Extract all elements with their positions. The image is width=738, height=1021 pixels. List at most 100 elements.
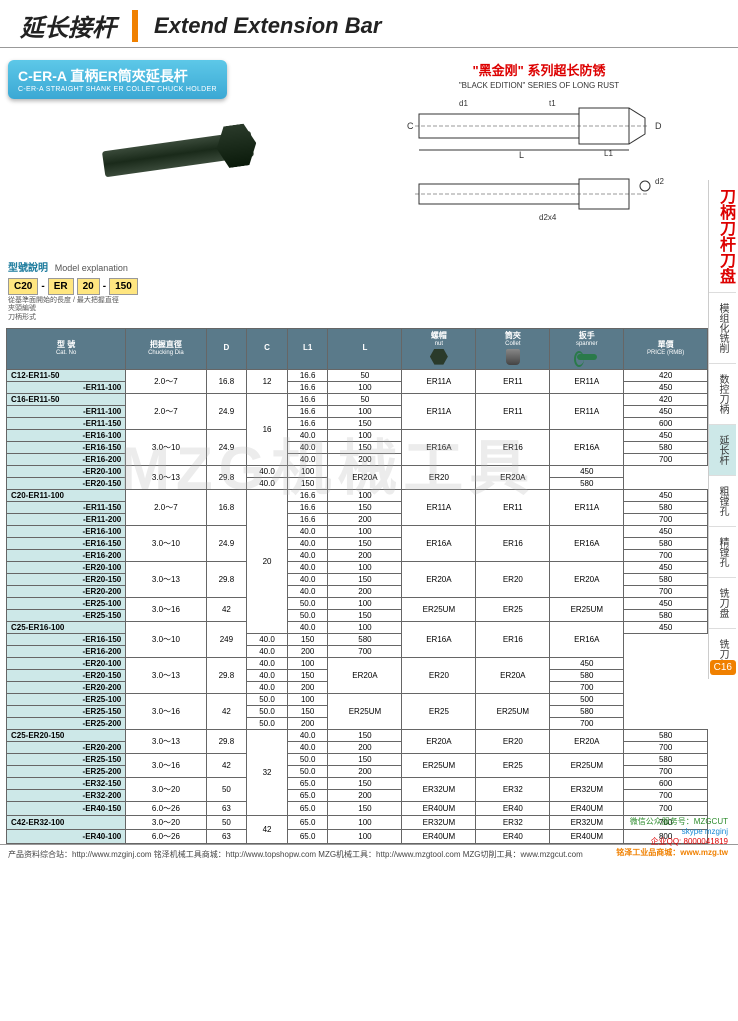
wechat-line: 微信公众服务号：MZGCUT bbox=[616, 816, 728, 827]
cell-cat: -ER11-200 bbox=[7, 513, 126, 525]
cell-collet: ER11 bbox=[476, 393, 550, 429]
table-row: C25-ER20-1503.0～1329.83240.0150ER20AER20… bbox=[7, 729, 708, 741]
cell-l: 200 bbox=[328, 789, 402, 801]
cell-l: 150 bbox=[328, 801, 402, 815]
cell-l1: 16.6 bbox=[287, 513, 328, 525]
product-image bbox=[83, 111, 263, 251]
cell-l1: 50.0 bbox=[287, 597, 328, 609]
cell-chuck: 6.0～26 bbox=[126, 829, 206, 843]
cell-l: 150 bbox=[328, 729, 402, 741]
cell-spanner: ER16A bbox=[550, 429, 624, 465]
cell-cat: -ER20-100 bbox=[7, 561, 126, 573]
cell-l1: 40.0 bbox=[247, 657, 288, 669]
cell-spanner: ER20A bbox=[550, 729, 624, 753]
cell-spanner: ER40UM bbox=[550, 829, 624, 843]
cell-cat: -ER25-200 bbox=[7, 717, 126, 729]
cell-d: 249 bbox=[206, 621, 247, 657]
cell-collet: ER25 bbox=[476, 753, 550, 777]
cell-l: 100 bbox=[328, 381, 402, 393]
cell-l1: 40.0 bbox=[247, 681, 288, 693]
cell-price: 580 bbox=[624, 753, 708, 765]
cell-cat: -ER16-150 bbox=[7, 441, 126, 453]
sidebar-item[interactable]: 精镗孔 bbox=[709, 526, 736, 577]
cell-l: 100 bbox=[287, 465, 328, 477]
page-header: 延长接杆 Extend Extension Bar bbox=[0, 0, 738, 48]
table-row: -ER20-1003.0～1329.840.0100ER20AER20ER20A… bbox=[7, 465, 708, 477]
sidebar-item[interactable]: 铣刀盘 bbox=[709, 577, 736, 628]
cell-collet: ER32 bbox=[476, 777, 550, 801]
sidebar-item[interactable]: 数控刀柄 bbox=[709, 363, 736, 424]
cell-cat: -ER25-150 bbox=[7, 609, 126, 621]
cell-l: 100 bbox=[328, 621, 402, 633]
cell-l1: 50.0 bbox=[287, 753, 328, 765]
model-exp-label-cn: 型號說明 bbox=[8, 263, 48, 274]
cell-cat: -ER11-100 bbox=[7, 405, 126, 417]
series-en: "BLACK EDITION" SERIES OF LONG RUST bbox=[348, 81, 730, 90]
cell-spanner: ER40UM bbox=[550, 801, 624, 815]
cell-l1: 40.0 bbox=[287, 585, 328, 597]
cell-d: 24.9 bbox=[206, 525, 247, 561]
sidebar-item[interactable]: 粗镗孔 bbox=[709, 475, 736, 526]
col-header: 扳手spanner bbox=[550, 329, 624, 369]
spec-table-wrap: 型 號Cat. No把握直徑Chucking DiaDCL1L螺帽nut筒夾Co… bbox=[0, 328, 738, 843]
cell-nut: ER11A bbox=[402, 369, 476, 393]
svg-text:d1: d1 bbox=[459, 99, 468, 108]
cell-l1: 40.0 bbox=[287, 561, 328, 573]
cell-price: 600 bbox=[624, 417, 708, 429]
table-row: -ER25-1003.0～164250.0100ER25UMER25ER25UM… bbox=[7, 693, 708, 705]
cell-l1: 40.0 bbox=[287, 621, 328, 633]
cell-collet: ER16 bbox=[476, 621, 550, 657]
cell-nut: ER32UM bbox=[402, 777, 476, 801]
cell-spanner: ER11A bbox=[550, 393, 624, 429]
sidebar-item[interactable]: 模组化铣削 bbox=[709, 292, 736, 363]
cell-spanner: ER20A bbox=[476, 657, 550, 693]
tool-body-graphic bbox=[102, 131, 254, 178]
cell-collet: ER25 bbox=[402, 693, 476, 729]
table-row: C42-ER32-1003.0～20504265.0100ER32UMER32E… bbox=[7, 815, 708, 829]
col-header: D bbox=[206, 329, 247, 369]
cell-cat: -ER32-150 bbox=[7, 777, 126, 789]
cell-d: 16.8 bbox=[206, 369, 247, 393]
cell-chuck: 3.0～10 bbox=[126, 525, 206, 561]
model-part-2: 20 bbox=[77, 278, 100, 295]
sidebar-item[interactable]: 延长杆 bbox=[709, 424, 736, 475]
cell-l: 150 bbox=[328, 609, 402, 621]
cell-cat: -ER20-200 bbox=[7, 585, 126, 597]
cell-l1: 16.6 bbox=[287, 417, 328, 429]
cell-l: 100 bbox=[328, 405, 402, 417]
cell-cat: -ER20-150 bbox=[7, 477, 126, 489]
table-row: -ER16-1003.0～1024.940.0100ER16AER16ER16A… bbox=[7, 429, 708, 441]
badge-en: C-ER-A STRAIGHT SHANK ER COLLET CHUCK HO… bbox=[18, 86, 217, 93]
cell-cat: -ER20-150 bbox=[7, 573, 126, 585]
cell-l1: 40.0 bbox=[287, 525, 328, 537]
cell-l1: 50.0 bbox=[247, 705, 288, 717]
cell-nut: ER11A bbox=[402, 489, 476, 525]
cell-chuck: 6.0～26 bbox=[126, 801, 206, 815]
cell-l: 150 bbox=[328, 753, 402, 765]
cell-l1: 40.0 bbox=[287, 453, 328, 465]
cell-price: 420 bbox=[624, 369, 708, 381]
cell-d: 29.8 bbox=[206, 729, 247, 753]
cell-spanner: ER16A bbox=[550, 525, 624, 561]
cell-cat: -ER16-200 bbox=[7, 645, 126, 657]
cell-chuck: 3.0～16 bbox=[126, 693, 206, 729]
cell-l: 150 bbox=[328, 501, 402, 513]
table-row: C16-ER11-502.0～724.91616.650ER11AER11ER1… bbox=[7, 393, 708, 405]
table-row: -ER32-1503.0～205065.0150ER32UMER32ER32UM… bbox=[7, 777, 708, 789]
cell-l: 100 bbox=[328, 429, 402, 441]
product-badge: C-ER-A 直柄ER筒夾延長杆 C-ER-A STRAIGHT SHANK E… bbox=[8, 60, 227, 99]
cell-l1: 16.6 bbox=[287, 405, 328, 417]
cell-d: 63 bbox=[206, 829, 247, 843]
model-exp-label-en: Model explanation bbox=[55, 263, 128, 273]
cell-l1: 50.0 bbox=[287, 609, 328, 621]
page: 延长接杆 Extend Extension Bar C-ER-A 直柄ER筒夾延… bbox=[0, 0, 738, 864]
cell-cat: C25-ER20-150 bbox=[7, 729, 126, 741]
cell-l1: 65.0 bbox=[287, 801, 328, 815]
cell-collet: ER20 bbox=[476, 729, 550, 753]
cell-price: 580 bbox=[550, 705, 624, 717]
cell-price: 700 bbox=[624, 765, 708, 777]
cell-nut: ER32UM bbox=[402, 815, 476, 829]
cell-price: 580 bbox=[624, 573, 708, 585]
cell-nut: ER11A bbox=[402, 393, 476, 429]
cell-cat: C12-ER11-50 bbox=[7, 369, 126, 381]
